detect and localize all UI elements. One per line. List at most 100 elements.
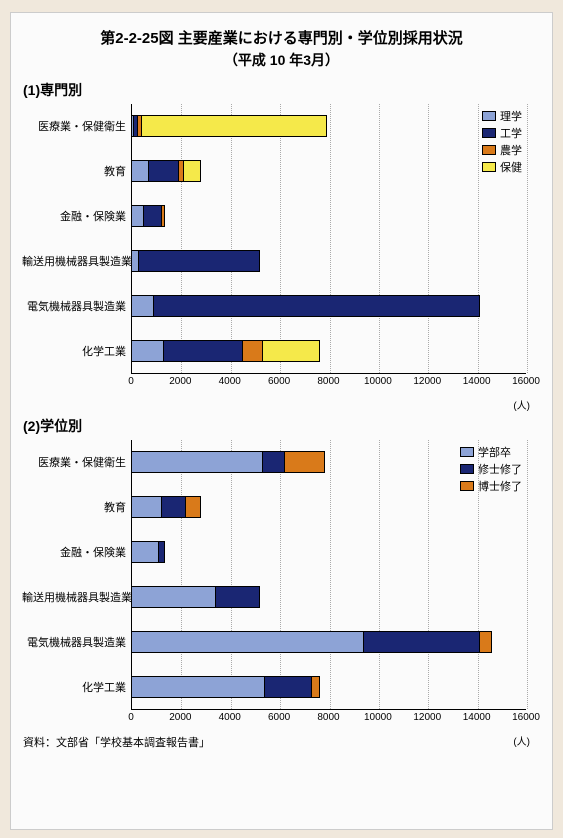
category-label: 電気機械器具製造業 bbox=[22, 634, 132, 650]
bar-segment bbox=[480, 631, 492, 653]
chart2-title: (2)学位別 bbox=[23, 416, 542, 436]
bar-segment bbox=[132, 295, 154, 317]
gridline bbox=[428, 104, 429, 373]
legend-label: 農学 bbox=[500, 142, 522, 158]
x-tick-label: 10000 bbox=[364, 376, 392, 387]
chart2: 学部卒修士修了博士修了 医療業・保健衛生教育金融・保険業輸送用機械器具製造業電気… bbox=[21, 440, 542, 730]
x-tick-label: 10000 bbox=[364, 712, 392, 723]
bar-segment bbox=[132, 631, 364, 653]
x-tick-label: 12000 bbox=[413, 376, 441, 387]
figure-title: 第2-2-25図 主要産業における専門別・学位別採用状況 bbox=[21, 27, 542, 48]
category-label: 教育 bbox=[22, 499, 132, 515]
bar-segment bbox=[285, 451, 325, 473]
bar-segment bbox=[164, 340, 243, 362]
bar-segment bbox=[186, 496, 201, 518]
gridline bbox=[181, 440, 182, 709]
category-label: 輸送用機械器具製造業 bbox=[22, 589, 132, 605]
category-label: 輸送用機械器具製造業 bbox=[22, 253, 132, 269]
bar-segment bbox=[162, 205, 166, 227]
bar-segment bbox=[132, 541, 159, 563]
source-note: 資料：文部省「学校基本調査報告書」 bbox=[21, 734, 542, 750]
x-tick-label: 14000 bbox=[463, 376, 491, 387]
bar-segment bbox=[263, 451, 285, 473]
bar-row: 化学工業 bbox=[132, 340, 526, 362]
x-tick-label: 4000 bbox=[219, 712, 241, 723]
bar-segment bbox=[132, 676, 265, 698]
bar-segment bbox=[132, 340, 164, 362]
bar-segment bbox=[364, 631, 480, 653]
category-label: 電気機械器具製造業 bbox=[22, 298, 132, 314]
gridline bbox=[527, 440, 528, 709]
bar-segment bbox=[312, 676, 319, 698]
bar-segment bbox=[149, 160, 179, 182]
bar-segment bbox=[154, 295, 480, 317]
chart1-xaxis: (人) 020004000600080001000012000140001600… bbox=[131, 374, 526, 394]
gridline bbox=[478, 440, 479, 709]
gridline bbox=[181, 104, 182, 373]
legend-label: 博士修了 bbox=[478, 478, 522, 494]
x-tick-label: 6000 bbox=[268, 376, 290, 387]
legend-swatch bbox=[482, 145, 496, 155]
gridline bbox=[231, 440, 232, 709]
legend-item: 農学 bbox=[482, 142, 522, 158]
chart1-title: (1)専門別 bbox=[23, 80, 542, 100]
x-tick-label: 2000 bbox=[169, 376, 191, 387]
bar-segment bbox=[184, 160, 201, 182]
page: 第2-2-25図 主要産業における専門別・学位別採用状況 （平成 10 年3月）… bbox=[10, 12, 553, 830]
bar-segment bbox=[132, 496, 162, 518]
bar-row: 教育 bbox=[132, 160, 526, 182]
bar-segment bbox=[132, 586, 216, 608]
category-label: 教育 bbox=[22, 163, 132, 179]
category-label: 化学工業 bbox=[22, 679, 132, 695]
gridline bbox=[379, 440, 380, 709]
x-tick-label: 16000 bbox=[512, 376, 540, 387]
bar-segment bbox=[263, 340, 320, 362]
bar-segment bbox=[132, 451, 263, 473]
bar-segment bbox=[243, 340, 263, 362]
gridline bbox=[428, 440, 429, 709]
chart2-plot: 学部卒修士修了博士修了 医療業・保健衛生教育金融・保険業輸送用機械器具製造業電気… bbox=[131, 440, 526, 710]
gridline bbox=[379, 104, 380, 373]
gridline bbox=[280, 104, 281, 373]
bar-segment bbox=[159, 541, 165, 563]
legend-item: 博士修了 bbox=[460, 478, 522, 494]
gridline bbox=[330, 440, 331, 709]
category-label: 金融・保険業 bbox=[22, 544, 132, 560]
x-tick-label: 6000 bbox=[268, 712, 290, 723]
bar-row: 輸送用機械器具製造業 bbox=[132, 586, 526, 608]
x-tick-label: 2000 bbox=[169, 712, 191, 723]
chart1-plot: 理学工学農学保健 医療業・保健衛生教育金融・保険業輸送用機械器具製造業電気機械器… bbox=[131, 104, 526, 374]
gridline bbox=[231, 104, 232, 373]
bar-segment bbox=[139, 250, 260, 272]
bar-segment bbox=[132, 250, 139, 272]
x-tick-label: 0 bbox=[128, 712, 134, 723]
gridline bbox=[478, 104, 479, 373]
chart1: 理学工学農学保健 医療業・保健衛生教育金融・保険業輸送用機械器具製造業電気機械器… bbox=[21, 104, 542, 394]
bar-segment bbox=[132, 205, 144, 227]
bar-row: 金融・保険業 bbox=[132, 541, 526, 563]
bar-row: 化学工業 bbox=[132, 676, 526, 698]
gridline bbox=[527, 104, 528, 373]
x-tick-label: 16000 bbox=[512, 712, 540, 723]
bar-segment bbox=[142, 115, 327, 137]
chart2-unit: (人) bbox=[513, 733, 530, 748]
bar-row: 電気機械器具製造業 bbox=[132, 631, 526, 653]
gridline bbox=[280, 440, 281, 709]
category-label: 金融・保険業 bbox=[22, 208, 132, 224]
bar-row: 教育 bbox=[132, 496, 526, 518]
bar-segment bbox=[144, 205, 161, 227]
x-tick-label: 4000 bbox=[219, 376, 241, 387]
bar-segment bbox=[162, 496, 187, 518]
bar-segment bbox=[216, 586, 260, 608]
bar-row: 金融・保険業 bbox=[132, 205, 526, 227]
category-label: 化学工業 bbox=[22, 343, 132, 359]
bar-row: 電気機械器具製造業 bbox=[132, 295, 526, 317]
x-tick-label: 12000 bbox=[413, 712, 441, 723]
bar-segment bbox=[132, 160, 149, 182]
chart2-xaxis: (人) 020004000600080001000012000140001600… bbox=[131, 710, 526, 730]
legend-swatch bbox=[460, 481, 474, 491]
gridline bbox=[330, 104, 331, 373]
bar-row: 医療業・保健衛生 bbox=[132, 115, 526, 137]
x-tick-label: 8000 bbox=[317, 712, 339, 723]
bar-row: 輸送用機械器具製造業 bbox=[132, 250, 526, 272]
